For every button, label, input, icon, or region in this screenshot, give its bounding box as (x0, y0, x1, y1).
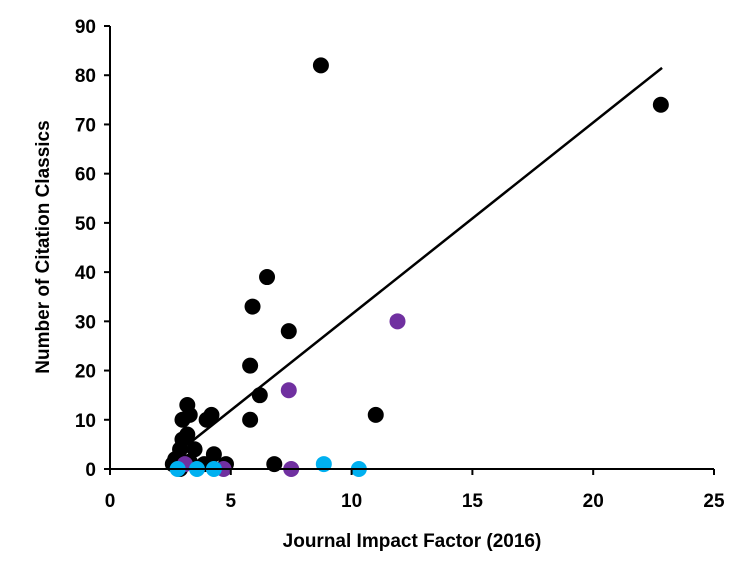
y-tick-label: 50 (75, 214, 96, 235)
y-tick-label: 90 (75, 17, 96, 38)
x-tick-label: 25 (703, 491, 725, 512)
y-tick-label: 20 (75, 362, 96, 383)
y-tick-label: 70 (75, 115, 96, 136)
y-tick-label: 80 (75, 66, 96, 87)
data-point (242, 357, 259, 374)
data-point (244, 298, 261, 315)
data-point (280, 323, 297, 340)
data-point (389, 313, 406, 330)
x-tick-label: 10 (341, 491, 362, 512)
y-tick-label: 30 (75, 312, 96, 333)
trendline (186, 66, 663, 446)
data-point (242, 411, 259, 428)
y-tick-label: 0 (85, 460, 96, 481)
y-tick-label: 60 (75, 165, 96, 186)
x-axis-label: Journal Impact Factor (2016) (283, 531, 542, 552)
x-tick-label: 15 (462, 491, 484, 512)
data-point (198, 411, 215, 428)
x-tick-label: 0 (105, 491, 116, 512)
data-point (367, 406, 384, 423)
data-point (251, 387, 268, 404)
data-point (179, 426, 196, 443)
data-point (280, 382, 297, 399)
data-point (186, 441, 203, 458)
y-axis-label: Number of Citation Classics (33, 120, 54, 373)
data-point (259, 269, 276, 286)
data-point (312, 57, 329, 74)
x-tick-label: 5 (226, 491, 237, 512)
y-tick-label: 10 (75, 411, 96, 432)
data-point (652, 96, 669, 113)
data-point (205, 446, 222, 463)
y-tick-label: 40 (75, 263, 96, 284)
data-point (174, 411, 191, 428)
x-tick-label: 20 (583, 491, 604, 512)
